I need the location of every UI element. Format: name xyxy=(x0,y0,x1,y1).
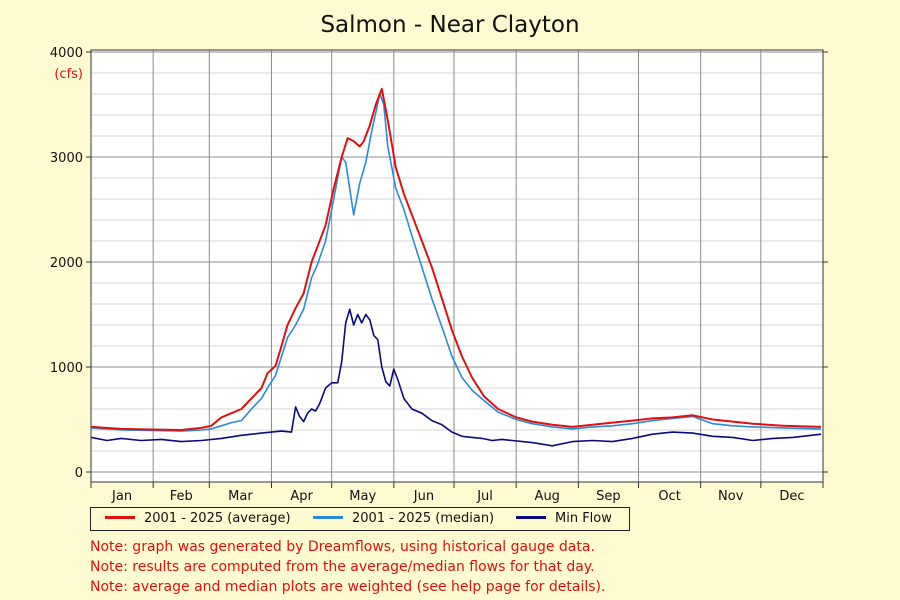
legend: 2001 - 2025 (average) 2001 - 2025 (media… xyxy=(90,507,630,531)
legend-item-min-flow: Min Flow xyxy=(516,511,612,526)
legend-label-median: 2001 - 2025 (median) xyxy=(352,511,495,526)
x-tick-label: Oct xyxy=(658,489,680,504)
y-axis-label: (cfs) xyxy=(54,67,83,82)
y-tick-label: 3000 xyxy=(50,151,83,166)
notes: Note: graph was generated by Dreamflows,… xyxy=(90,537,605,597)
y-tick-label: 2000 xyxy=(50,256,83,271)
legend-swatch-average xyxy=(105,516,135,519)
series-line-median xyxy=(90,93,822,432)
series-line-min-flow xyxy=(90,308,822,447)
legend-item-median: 2001 - 2025 (median) xyxy=(313,511,494,526)
x-tick-label: Sep xyxy=(596,489,621,504)
chart-title: Salmon - Near Clayton xyxy=(320,12,580,38)
legend-label-min-flow: Min Flow xyxy=(555,511,612,526)
x-tick-label: Feb xyxy=(170,489,193,504)
x-tick-label: Dec xyxy=(779,489,804,504)
plot-frame xyxy=(90,49,824,483)
y-tick-label: 0 xyxy=(75,466,83,481)
x-tick-label: Mar xyxy=(228,489,253,504)
x-tick-label: Apr xyxy=(290,489,313,504)
x-tick-label: Nov xyxy=(718,489,744,504)
note-1: Note: graph was generated by Dreamflows,… xyxy=(90,539,595,555)
x-tick-label: Jan xyxy=(111,489,132,504)
legend-label-average: 2001 - 2025 (average) xyxy=(144,511,291,526)
legend-item-average: 2001 - 2025 (average) xyxy=(105,511,291,526)
axis-layer: 0 1000 2000 3000 4000 (cfs) Jan Feb Mar Apr May Jun… xyxy=(50,46,828,504)
note-3: Note: average and median plots are weigh… xyxy=(90,579,606,595)
x-tick-label: May xyxy=(349,489,376,504)
y-tick-label: 1000 xyxy=(50,361,83,376)
series-line-average xyxy=(90,87,822,431)
y-tick-label: 4000 xyxy=(50,46,83,61)
grid-layer xyxy=(91,50,823,482)
note-2: Note: results are computed from the aver… xyxy=(90,559,595,575)
x-tick-label: Jun xyxy=(413,489,434,504)
legend-swatch-median xyxy=(313,516,343,519)
legend-swatch-min-flow xyxy=(516,516,546,519)
x-tick-label: Aug xyxy=(535,489,560,504)
x-tick-label: Jul xyxy=(476,489,493,504)
series-layer xyxy=(90,87,822,447)
